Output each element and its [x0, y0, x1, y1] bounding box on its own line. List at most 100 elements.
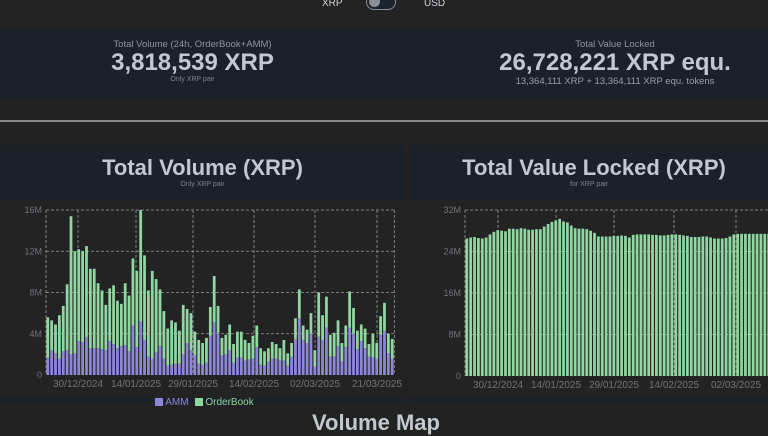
bar-amm [174, 363, 177, 375]
bar-tvl [720, 238, 724, 376]
y-tick-label: 8M [448, 330, 461, 340]
bar-orderbook [352, 307, 355, 334]
bar-orderbook [162, 311, 166, 359]
bar-tvl [670, 234, 674, 376]
bar-orderbook [332, 332, 336, 357]
bar-orderbook [181, 304, 185, 355]
bar-tvl [666, 234, 670, 376]
bar-orderbook [313, 350, 317, 367]
bar-orderbook [150, 270, 154, 359]
bar-orderbook [321, 315, 324, 340]
bar-amm [185, 343, 189, 375]
bar-orderbook [46, 317, 50, 358]
bar-orderbook [193, 331, 197, 356]
bar-orderbook [58, 315, 61, 359]
bar-amm [88, 348, 92, 375]
bar-amm [104, 350, 108, 375]
bar-amm [177, 363, 181, 375]
plot-area: 0 4M 8M 12M 16M 30/12/2024 14/01/2025 29/01/202… [0, 200, 405, 398]
bar-amm [100, 349, 104, 375]
chart-title: Total Value Locked (XRP) [462, 155, 726, 180]
chart-title: Total Volume (XRP) [102, 155, 303, 180]
bar-tvl [647, 234, 651, 376]
stats-panel: Total Volume (24h, OrderBook+AMM) 3,818,… [0, 28, 768, 100]
bar-amm [251, 358, 255, 375]
bar-amm [274, 358, 278, 375]
bar-orderbook [348, 291, 352, 328]
bar-amm [255, 347, 259, 375]
x-tick-label: 29/01/2025 [168, 379, 218, 390]
bar-orderbook [266, 348, 270, 362]
tvl-chart-panel: Total Value Locked (XRP) for XRP pair 0 8… [410, 145, 768, 403]
bar-amm [363, 348, 367, 375]
bar-tvl [724, 238, 728, 376]
currency-toggle[interactable] [366, 0, 396, 10]
stat-value: 3,818,539 XRP [111, 49, 274, 76]
bar-tvl [643, 234, 647, 376]
bar-orderbook [383, 302, 386, 331]
bar-tvl [705, 236, 709, 376]
bar-tvl [585, 229, 589, 376]
legend-swatch-orderbook[interactable] [195, 398, 204, 406]
legend-swatch-amm[interactable] [155, 398, 164, 406]
bar-amm [270, 358, 274, 375]
bar-orderbook [216, 305, 220, 333]
bar-orderbook [116, 300, 119, 349]
bar-tvl [600, 236, 604, 376]
bar-orderbook [154, 279, 158, 353]
bar-tvl [701, 236, 705, 376]
stat-value: 26,728,221 XRP equ. [499, 49, 731, 76]
bar-amm [112, 344, 115, 375]
bar-tvl [569, 225, 573, 376]
bar-amm [201, 364, 204, 375]
bar-orderbook [108, 288, 112, 341]
bar-orderbook [259, 348, 263, 365]
bar-amm [58, 358, 61, 375]
stat-label: Total Value Locked [575, 39, 655, 50]
volume-chart-panel: Total Volume (XRP) Only XRP pair 0 4M 8M 12… [0, 145, 405, 408]
bar-orderbook [379, 316, 382, 335]
bar-orderbook [236, 331, 239, 358]
bar-amm [367, 356, 371, 375]
bar-tvl [612, 235, 616, 376]
bar-amm [259, 364, 263, 375]
bar-amm [243, 360, 247, 375]
bar-orderbook [143, 255, 146, 340]
bar-amm [325, 327, 328, 375]
y-tick-label: 8M [29, 288, 42, 298]
x-tick-label: 02/03/2025 [711, 380, 761, 391]
bar-amm [301, 339, 305, 375]
bar-orderbook [224, 334, 228, 355]
bar-tvl [473, 236, 476, 376]
bar-orderbook [286, 353, 290, 366]
bar-tvl [511, 228, 515, 376]
y-tick-label: 24M [443, 247, 461, 257]
bar-orderbook [100, 290, 104, 350]
legend-label-amm[interactable]: AMM [165, 397, 189, 408]
bar-tvl [655, 234, 658, 376]
bar-amm [65, 350, 69, 375]
bar-tvl [651, 234, 654, 376]
bar-amm [294, 338, 297, 375]
tvl-stat: Total Value Locked 26,728,221 XRP equ. 1… [410, 28, 768, 100]
bar-amm [290, 356, 293, 375]
bar-amm [232, 362, 235, 375]
legend-label-orderbook[interactable]: OrderBook [205, 397, 254, 408]
bar-amm [197, 363, 201, 375]
bar-orderbook [247, 343, 251, 360]
bar-orderbook [325, 296, 328, 328]
x-tick-label: 29/01/2025 [589, 380, 639, 391]
bar-orderbook [371, 333, 375, 358]
bar-tvl [554, 220, 558, 376]
bar-tvl [523, 228, 527, 376]
bar-amm [154, 352, 158, 375]
bar-orderbook [147, 290, 150, 357]
bar-amm [332, 356, 336, 375]
bar-tvl [550, 221, 554, 376]
bar-orderbook [220, 337, 224, 356]
bar-orderbook [239, 331, 243, 358]
bar-amm [150, 358, 154, 375]
bar-tvl [635, 234, 639, 376]
currency-toggle-bar: XRP USD [0, 0, 768, 28]
bar-orderbook [65, 284, 69, 351]
